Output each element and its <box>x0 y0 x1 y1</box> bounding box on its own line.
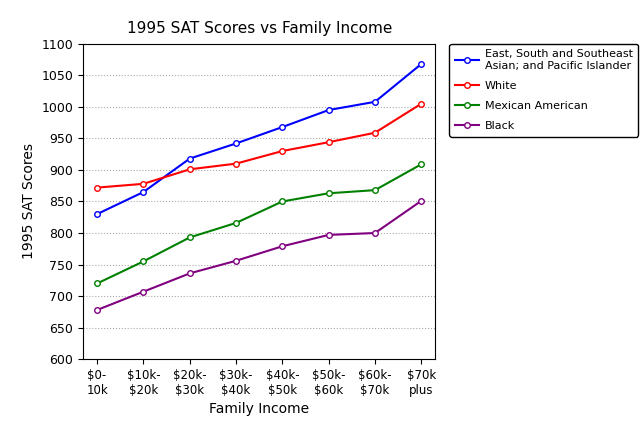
White <box>371 130 379 135</box>
Black <box>371 230 379 236</box>
Title: 1995 SAT Scores vs Family Income: 1995 SAT Scores vs Family Income <box>127 21 392 35</box>
Line: East, South and Southeast
Asian; and Pacific Islander: East, South and Southeast Asian; and Pac… <box>94 61 424 217</box>
Mexican American <box>325 191 333 196</box>
White <box>417 101 425 106</box>
Black <box>278 244 286 249</box>
Black <box>232 258 240 263</box>
East, South and Southeast
Asian; and Pacific Islander <box>140 189 147 194</box>
Mexican American <box>186 235 193 240</box>
East, South and Southeast
Asian; and Pacific Islander <box>417 61 425 67</box>
White <box>325 140 333 145</box>
Line: White: White <box>94 101 424 191</box>
East, South and Southeast
Asian; and Pacific Islander <box>186 156 193 161</box>
White <box>278 148 286 154</box>
East, South and Southeast
Asian; and Pacific Islander <box>325 107 333 113</box>
White <box>140 181 147 187</box>
Black <box>325 232 333 237</box>
Black <box>186 271 193 276</box>
East, South and Southeast
Asian; and Pacific Islander <box>278 124 286 130</box>
East, South and Southeast
Asian; and Pacific Islander <box>93 212 101 217</box>
Mexican American <box>371 187 379 193</box>
Mexican American <box>417 162 425 167</box>
White <box>93 185 101 190</box>
Black <box>417 198 425 204</box>
Mexican American <box>278 199 286 204</box>
Black <box>93 307 101 313</box>
East, South and Southeast
Asian; and Pacific Islander <box>232 141 240 146</box>
Mexican American <box>232 220 240 226</box>
Legend: East, South and Southeast
Asian; and Pacific Islander, White, Mexican American, : East, South and Southeast Asian; and Pac… <box>449 44 638 137</box>
Y-axis label: 1995 SAT Scores: 1995 SAT Scores <box>22 144 36 259</box>
Mexican American <box>140 259 147 264</box>
East, South and Southeast
Asian; and Pacific Islander <box>371 99 379 104</box>
Line: Black: Black <box>94 198 424 313</box>
Mexican American <box>93 281 101 286</box>
White <box>186 167 193 172</box>
Black <box>140 289 147 294</box>
X-axis label: Family Income: Family Income <box>209 403 309 417</box>
Line: Mexican American: Mexican American <box>94 162 424 286</box>
White <box>232 161 240 166</box>
